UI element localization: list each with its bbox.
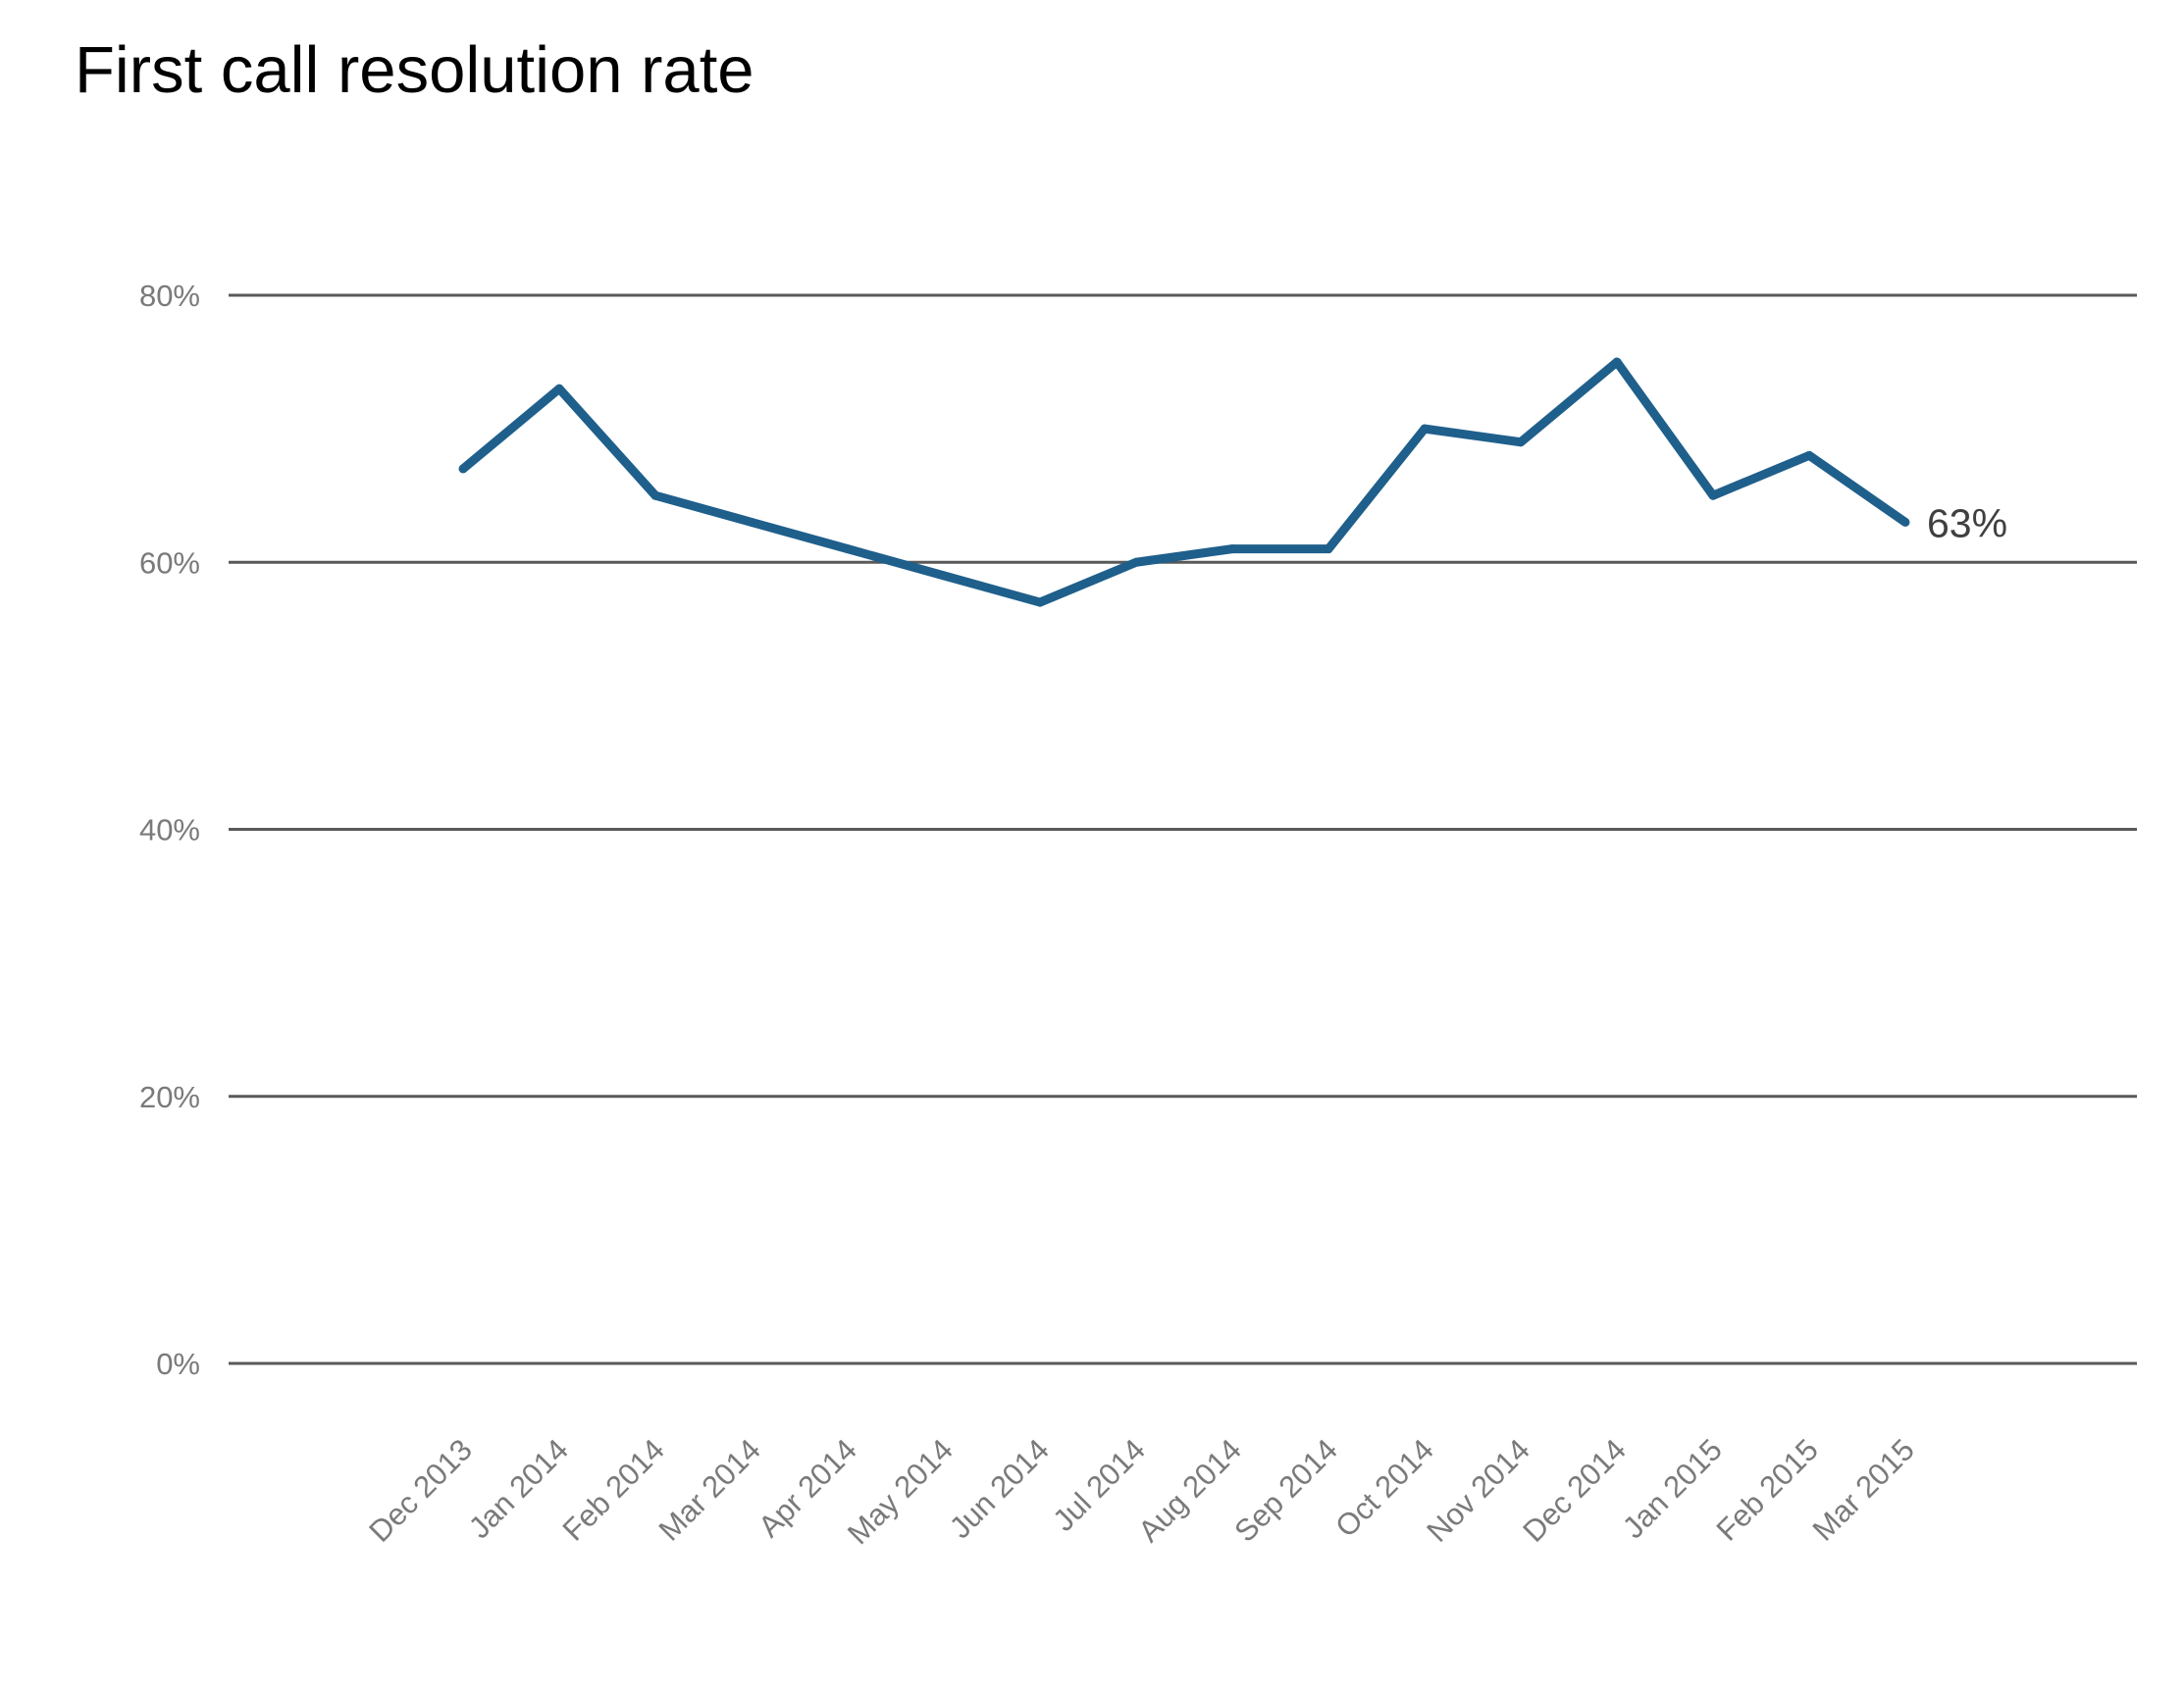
data-point — [1516, 437, 1526, 447]
data-point — [1804, 450, 1814, 460]
x-tick-label: Jan 2015 — [1616, 1432, 1729, 1545]
data-point — [747, 517, 756, 527]
x-tick-label: Nov 2014 — [1420, 1432, 1536, 1549]
x-tick-label: Jan 2014 — [462, 1432, 575, 1545]
x-tick-label: May 2014 — [841, 1432, 960, 1551]
y-tick-label: 0% — [156, 1347, 200, 1381]
data-labels: 63% — [1927, 500, 2007, 545]
data-point — [1420, 424, 1430, 434]
x-tick-label: Jun 2014 — [943, 1432, 1056, 1545]
data-point — [554, 384, 564, 393]
data-point — [1035, 597, 1045, 607]
y-tick-label: 60% — [139, 545, 200, 580]
y-tick-label: 40% — [139, 813, 200, 847]
x-tick-label: Mar 2015 — [1806, 1432, 1921, 1547]
last-value-label: 63% — [1927, 500, 2007, 545]
data-point — [1612, 357, 1622, 367]
data-point — [1131, 557, 1141, 567]
series-line — [460, 357, 1908, 607]
y-tick-label: 80% — [139, 279, 200, 313]
x-tick-label: Sep 2014 — [1227, 1432, 1344, 1549]
data-point — [1324, 544, 1333, 554]
data-point — [939, 571, 949, 581]
data-point — [843, 544, 853, 554]
chart-title: First call resolution rate — [75, 33, 754, 107]
x-tick-label: Mar 2014 — [652, 1432, 767, 1547]
y-tick-label: 20% — [139, 1080, 200, 1114]
x-tick-label: Dec 2014 — [1516, 1432, 1633, 1549]
data-point — [650, 490, 660, 500]
x-tick-label: Feb 2014 — [556, 1432, 671, 1547]
data-point — [1708, 490, 1718, 500]
gridlines — [229, 293, 2137, 1365]
x-tick-label: Feb 2015 — [1710, 1432, 1825, 1547]
series-lines — [458, 357, 1910, 607]
data-point — [458, 464, 468, 474]
data-point — [1227, 544, 1237, 554]
x-tick-label: Dec 2013 — [362, 1432, 479, 1549]
x-tick-label: Aug 2014 — [1131, 1432, 1248, 1549]
data-point — [1900, 517, 1910, 527]
y-axis-tick-labels: 0% 20% 40% 60% 80% — [139, 279, 200, 1381]
